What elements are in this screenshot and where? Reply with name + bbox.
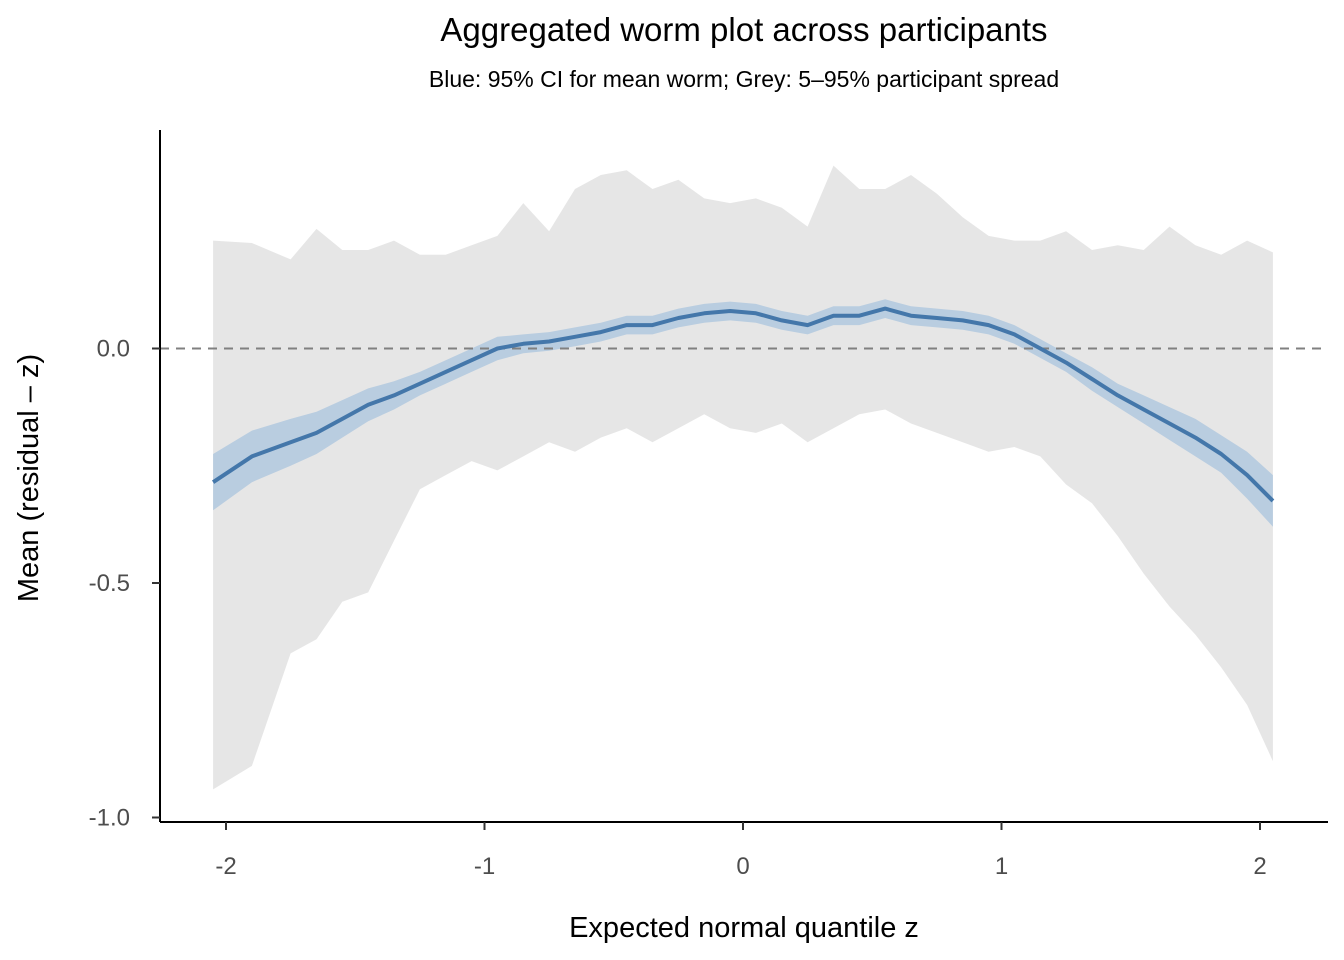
x-axis-title: Expected normal quantile z <box>569 912 919 944</box>
y-tick-label: -0.5 <box>89 570 130 597</box>
y-axis-title: Mean (residual – z) <box>13 354 45 602</box>
y-tick-label: 0.0 <box>97 336 130 363</box>
participant-spread-band <box>213 165 1273 790</box>
x-tick-label: 2 <box>1253 853 1266 880</box>
y-axis-ticks: -1.0 -0.5 0.0 <box>89 336 160 832</box>
x-tick-label: -2 <box>215 853 236 880</box>
chart-title: Aggregated worm plot across participants <box>440 11 1047 48</box>
y-tick-label: -1.0 <box>89 805 130 832</box>
x-tick-label: 0 <box>736 853 749 880</box>
plot-area <box>160 165 1328 790</box>
x-axis-ticks: -2 -1 0 1 2 <box>215 822 1267 880</box>
x-tick-label: 1 <box>995 853 1008 880</box>
mean-worm-line <box>211 306 1275 503</box>
x-tick-label: -1 <box>474 853 495 880</box>
chart-subtitle: Blue: 95% CI for mean worm; Grey: 5–95% … <box>429 66 1059 92</box>
